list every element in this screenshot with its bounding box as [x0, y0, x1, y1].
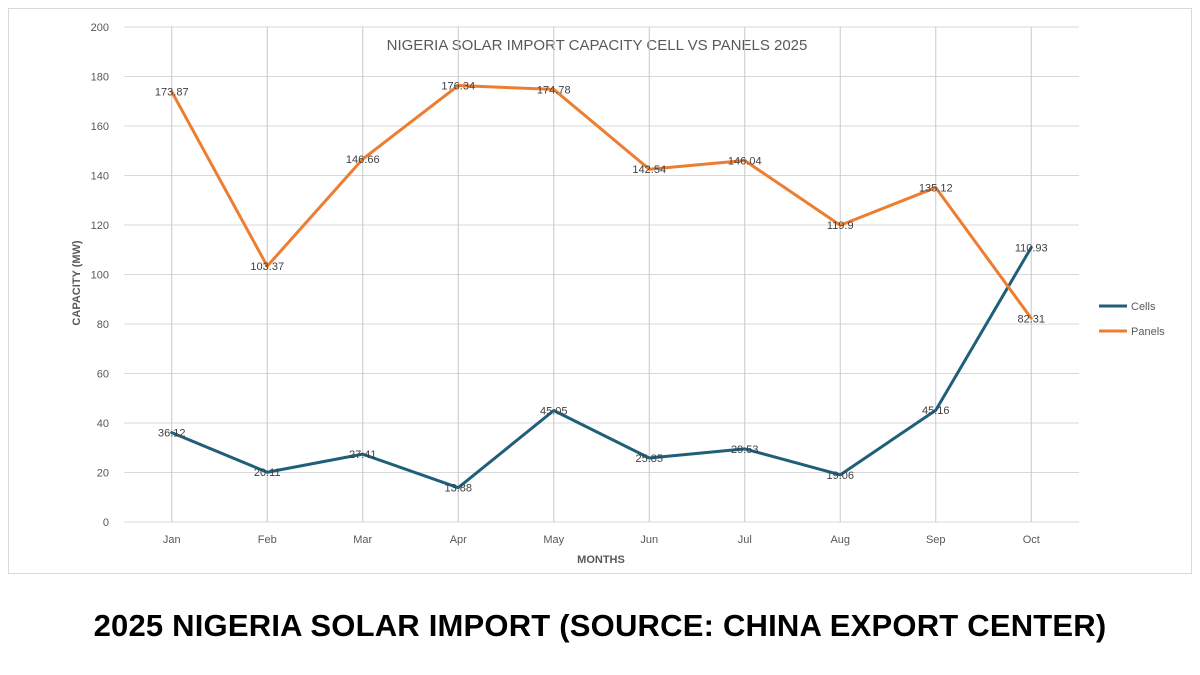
data-label: 119.9 [827, 220, 854, 232]
x-tick-label: Oct [1023, 534, 1040, 546]
x-tick-label: Feb [258, 534, 277, 546]
data-label: 146.66 [346, 154, 380, 166]
x-tick-label: Apr [450, 534, 467, 546]
x-tick-label: May [543, 534, 564, 546]
x-tick-label: Mar [353, 534, 372, 546]
x-tick-label: Jun [640, 534, 658, 546]
figure-caption: 2025 NIGERIA SOLAR IMPORT (SOURCE: CHINA… [93, 608, 1107, 643]
series [170, 84, 1033, 490]
y-tick-label: 120 [91, 220, 109, 232]
legend: Cells Panels [1099, 301, 1165, 338]
y-tick-label: 20 [97, 468, 109, 480]
data-label: 142.54 [632, 164, 666, 176]
x-tick-label: Sep [926, 534, 946, 546]
y-tick-label: 40 [97, 418, 109, 430]
data-label: 110.93 [1015, 242, 1048, 254]
x-axis-ticks: Jan Feb Mar Apr May Jun Jul Aug Sep Oct [163, 534, 1040, 546]
data-label: 146.04 [728, 156, 762, 168]
data-label: 25.85 [635, 453, 663, 465]
chart-title: NIGERIA SOLAR IMPORT CAPACITY CELL VS PA… [387, 37, 808, 54]
legend-label: Cells [1131, 301, 1156, 313]
series-line-panels [170, 84, 1033, 320]
data-label: 103.37 [250, 261, 284, 273]
month-drop-lines [171, 27, 1032, 522]
y-tick-label: 160 [91, 121, 109, 133]
data-label: 135.12 [919, 183, 953, 195]
data-label: 36.12 [158, 428, 186, 440]
x-tick-label: Aug [830, 534, 850, 546]
x-tick-label: Jul [738, 534, 752, 546]
x-axis-title: MONTHS [577, 554, 625, 566]
chart-frame: NIGERIA SOLAR IMPORT CAPACITY CELL VS PA… [8, 8, 1192, 574]
y-tick-label: 140 [91, 171, 109, 183]
data-label: 174.78 [537, 84, 571, 96]
legend-label: Panels [1131, 326, 1165, 338]
data-label: 29.53 [731, 444, 759, 456]
grid [124, 26, 1079, 523]
data-label: 82.31 [1017, 313, 1045, 325]
y-tick-label: 0 [103, 517, 109, 529]
data-label: 20.11 [254, 467, 281, 479]
data-label: 13.88 [444, 483, 472, 495]
y-tick-label: 200 [91, 22, 109, 34]
data-label: 173.87 [155, 87, 189, 99]
data-labels: 36.12 20.11 27.41 13.88 45.05 25.85 29.53 19.06… [155, 81, 1048, 495]
series-line-cells [170, 245, 1033, 490]
data-label: 45.16 [922, 405, 950, 417]
data-label: 27.41 [349, 449, 377, 461]
line-chart: NIGERIA SOLAR IMPORT CAPACITY CELL VS PA… [71, 22, 1165, 566]
y-axis-title: CAPACITY (MW) [71, 240, 83, 325]
y-tick-label: 60 [97, 369, 109, 381]
y-tick-label: 180 [91, 72, 109, 84]
data-label: 45.05 [540, 406, 568, 418]
data-label: 176.34 [441, 81, 475, 93]
y-axis-ticks: 0 20 40 60 80 100 120 140 160 180 200 [91, 22, 109, 529]
x-tick-label: Jan [163, 534, 181, 546]
y-tick-label: 100 [91, 270, 109, 282]
data-label: 19.06 [826, 470, 854, 482]
y-tick-label: 80 [97, 319, 109, 331]
